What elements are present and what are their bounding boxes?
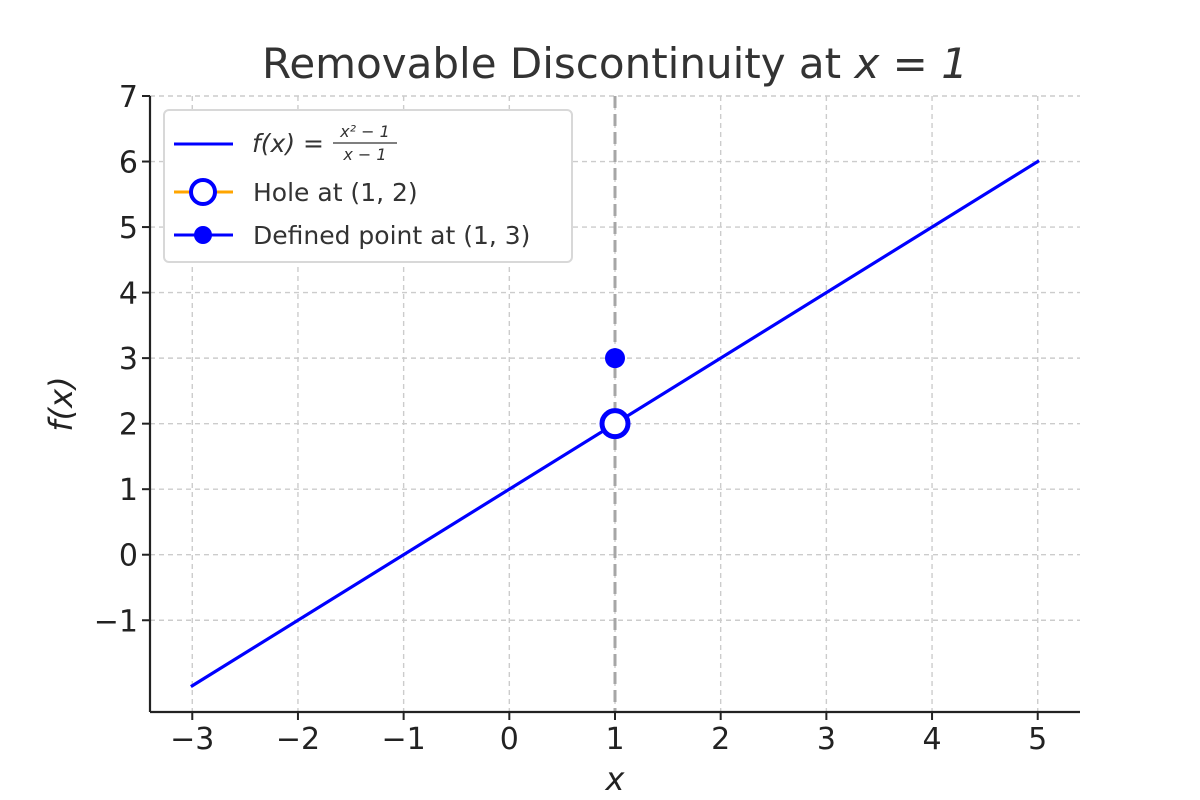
x-tick-label: −2 (276, 722, 320, 757)
x-tick-label: 1 (605, 722, 624, 757)
ticks: −3 −2 −1 0 1 2 3 4 5 −1 0 1 2 3 4 5 6 7 (94, 80, 1048, 757)
y-tick-label: −1 (94, 604, 138, 639)
legend-point-marker-icon (194, 226, 212, 244)
legend-point-label: Defined point at (1, 3) (253, 221, 530, 250)
series (190, 159, 1040, 688)
y-tick-label: 0 (119, 539, 138, 574)
x-tick-label: 5 (1028, 722, 1047, 757)
x-tick-label: 0 (500, 722, 519, 757)
x-tick-label: 3 (817, 722, 836, 757)
y-axis-label: f(x) (42, 376, 80, 431)
chart-title: Removable Discontinuity at x = 1 (262, 39, 968, 88)
x-tick-label: 4 (922, 722, 941, 757)
x-axis-label: x (605, 760, 626, 798)
y-tick-label: 4 (119, 277, 138, 312)
chart-title-text: Removable Discontinuity at (262, 39, 854, 88)
y-tick-label: 7 (119, 80, 138, 115)
x-tick-label: 2 (711, 722, 730, 757)
legend-function-label: f(x) = (252, 129, 324, 158)
hole-marker (599, 408, 631, 440)
x-tick-label: −3 (170, 722, 214, 757)
y-tick-label: 3 (119, 342, 138, 377)
defined-point-marker (605, 348, 625, 369)
y-tick-label: 1 (119, 473, 138, 508)
y-tick-label: 5 (119, 211, 138, 246)
legend-function-denominator: x − 1 (342, 145, 386, 164)
x-tick-label: −1 (382, 722, 426, 757)
legend: f(x) = x² − 1 x − 1 Hole at (1, 2) Defin… (163, 109, 573, 263)
legend-function-lhs: f(x) = (252, 129, 324, 158)
chart-title-math: x = 1 (852, 39, 967, 88)
legend-hole-label: Hole at (1, 2) (253, 178, 418, 207)
y-tick-label: 6 (119, 146, 138, 181)
y-tick-label: 2 (119, 408, 138, 443)
legend-hole-marker-icon (189, 178, 217, 206)
legend-box (163, 109, 573, 263)
legend-function-numerator: x² − 1 (339, 122, 390, 141)
